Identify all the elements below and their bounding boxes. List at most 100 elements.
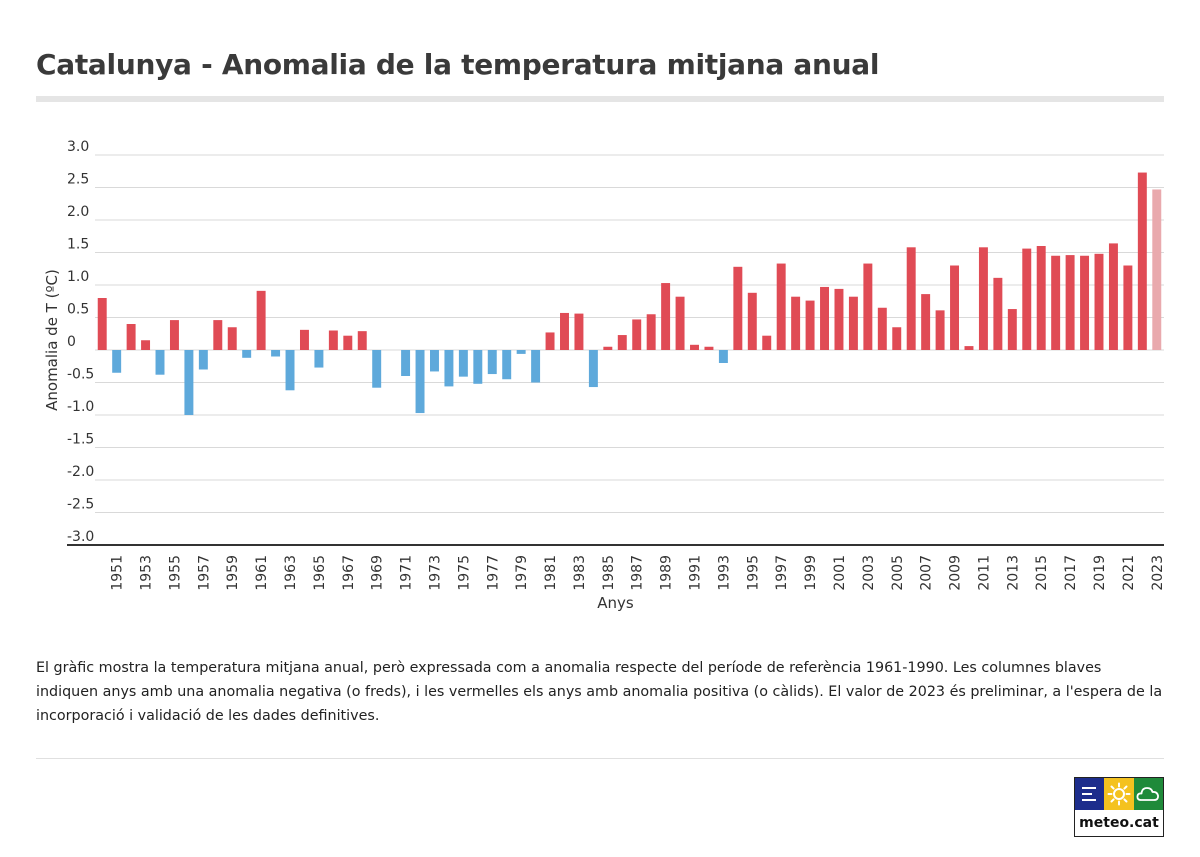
logo-icons (1075, 778, 1163, 810)
bar-1951 (112, 350, 122, 373)
bar-2017 (1065, 255, 1075, 350)
bar-1993 (718, 350, 728, 363)
y-tick-label: -1.5 (67, 432, 94, 448)
bar-2022 (1137, 172, 1147, 350)
bar-2002 (848, 296, 858, 350)
x-tick-label: 1993 (716, 555, 732, 591)
bar-2012 (993, 277, 1003, 350)
bar-2015 (1036, 246, 1046, 350)
bar-2008 (935, 310, 945, 350)
bar-2019 (1094, 253, 1104, 350)
x-tick-label: 1977 (485, 555, 501, 591)
bar-2018 (1080, 255, 1090, 350)
meteocat-logo[interactable]: meteo.cat (1074, 777, 1164, 837)
x-tick-label: 1981 (543, 555, 559, 591)
chart-description: El gràfic mostra la temperatura mitjana … (36, 660, 1163, 724)
y-tick-label: -1.0 (67, 399, 94, 415)
bar-1963 (285, 350, 295, 391)
bar-1982 (560, 312, 569, 350)
y-tick-label: -3.0 (67, 529, 94, 545)
x-tick-label: 1953 (139, 555, 155, 591)
bar-1987 (632, 319, 642, 350)
bar-1986 (617, 335, 627, 350)
bar-1975 (458, 350, 468, 377)
x-tick-label: 1965 (312, 555, 328, 591)
bar-1995 (747, 292, 757, 350)
x-tick-label: 1983 (572, 555, 588, 591)
y-tick-label: 2.0 (67, 204, 89, 220)
bar-1989 (661, 283, 671, 350)
x-tick-label: 2011 (976, 555, 992, 591)
chart-title: Catalunya - Anomalia de la temperatura m… (36, 48, 880, 81)
bar-1983 (574, 313, 584, 350)
y-tick-label: -0.5 (67, 367, 94, 383)
y-tick-label: 0 (67, 334, 76, 350)
y-tick-label: 0.5 (67, 302, 89, 318)
x-tick-label: 2003 (861, 555, 877, 591)
x-tick-label: 1957 (196, 555, 212, 591)
bar-2013 (1007, 309, 1017, 350)
bar-1979 (516, 350, 526, 354)
x-tick-label: 1969 (370, 555, 386, 591)
bar-1977 (487, 350, 497, 375)
bar-1974 (444, 350, 454, 387)
bar-1953 (141, 340, 151, 350)
bar-1984 (588, 350, 598, 388)
x-tick-label: 1967 (341, 555, 357, 591)
bar-1991 (690, 344, 699, 350)
gridlines (95, 154, 1164, 513)
bar-2003 (863, 263, 873, 350)
bar-1981 (545, 332, 555, 350)
sun-icon (1104, 778, 1134, 810)
x-tick-label: 1979 (514, 555, 530, 591)
y-tick-label: 2.5 (67, 172, 89, 188)
y-tick-label: 3.0 (67, 139, 89, 155)
bar-1960 (242, 350, 252, 358)
x-tick-label: 1973 (427, 555, 443, 591)
x-tick-label: 1955 (167, 555, 183, 591)
bar-1992 (704, 346, 714, 350)
logo-text: meteo.cat (1079, 815, 1159, 831)
x-tick-label: 1989 (659, 555, 675, 591)
bar-1973 (430, 350, 439, 372)
bar-2000 (820, 286, 829, 350)
x-tick-label: 2017 (1063, 555, 1079, 591)
y-tick-label: 1.5 (67, 237, 89, 253)
bar-1988 (646, 314, 656, 350)
y-tick-label: -2.5 (67, 497, 94, 513)
x-tick-label: 2005 (890, 555, 906, 591)
x-axis-ticks: 1951 1953 1955 1957 1959 1961 1963 1965 1967 1969… (110, 555, 1166, 591)
bar-1976 (473, 350, 483, 384)
x-axis-title: Anys (597, 594, 634, 612)
x-tick-label: 1987 (630, 555, 646, 591)
bar-2005 (892, 327, 902, 350)
bar-2016 (1051, 255, 1061, 350)
x-tick-label: 1971 (399, 555, 415, 591)
x-tick-label: 2007 (919, 555, 935, 591)
x-tick-label: 1963 (283, 555, 299, 591)
bar-1968 (357, 331, 367, 350)
bar-1959 (227, 327, 237, 350)
footer-divider (36, 758, 1164, 759)
x-tick-label: 2015 (1034, 555, 1050, 591)
x-tick-label: 1997 (774, 555, 790, 591)
x-tick-label: 1995 (745, 555, 761, 591)
bar-1964 (299, 329, 309, 350)
bar-1952 (126, 324, 136, 350)
bar-1958 (213, 320, 223, 350)
bar-1972 (415, 350, 425, 414)
bar-2011 (978, 247, 988, 350)
bar-1957 (198, 350, 208, 370)
x-tick-label: 1991 (688, 555, 704, 591)
x-tick-label: 2019 (1092, 555, 1108, 591)
x-tick-label: 1985 (601, 555, 617, 591)
bar-2006 (906, 247, 916, 350)
bar-1955 (169, 320, 179, 350)
y-tick-label: -2.0 (67, 464, 94, 480)
bar-1969 (372, 350, 382, 388)
bar-1971 (401, 350, 411, 376)
x-tick-label: 2023 (1150, 555, 1166, 591)
bar-1954 (155, 350, 165, 375)
y-tick-label: 1.0 (67, 269, 89, 285)
bar-2023 (1152, 189, 1162, 350)
